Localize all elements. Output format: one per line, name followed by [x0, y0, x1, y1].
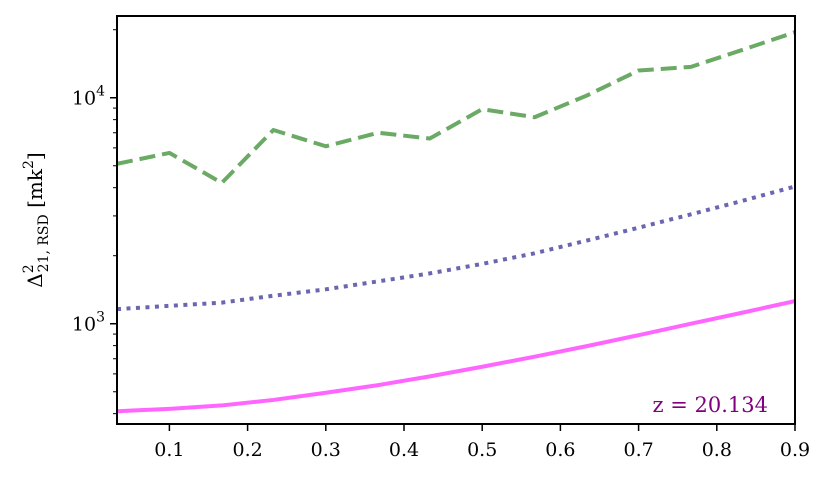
x-tick-label: 0.3 [311, 439, 341, 461]
x-axis: 0.1 0.2 0.3 0.4 0.5 0.6 0.7 0.8 0.9 [154, 424, 810, 461]
x-tick-label: 0.6 [545, 439, 575, 461]
y-axis: 103 104 [72, 29, 117, 415]
y-tick-label: 103 [72, 310, 105, 336]
redshift-annotation: z = 20.134 [653, 393, 769, 417]
series-line-solid [117, 299, 795, 414]
x-tick-label: 0.9 [780, 439, 810, 461]
series-line-dashed [117, 30, 795, 185]
y-tick-label: 104 [72, 84, 105, 110]
series-layer [117, 30, 795, 414]
x-tick-label: 0.5 [467, 439, 497, 461]
x-tick-label: 0.1 [154, 439, 184, 461]
x-tick-label: 0.2 [232, 439, 262, 461]
y-axis-label: Δ221, RSD [mk2] [21, 152, 52, 287]
x-tick-label: 0.7 [623, 439, 653, 461]
series-line-dotted [117, 184, 795, 312]
plot-frame [116, 15, 796, 425]
x-tick-label: 0.8 [702, 439, 732, 461]
x-tick-label: 0.4 [389, 439, 419, 461]
